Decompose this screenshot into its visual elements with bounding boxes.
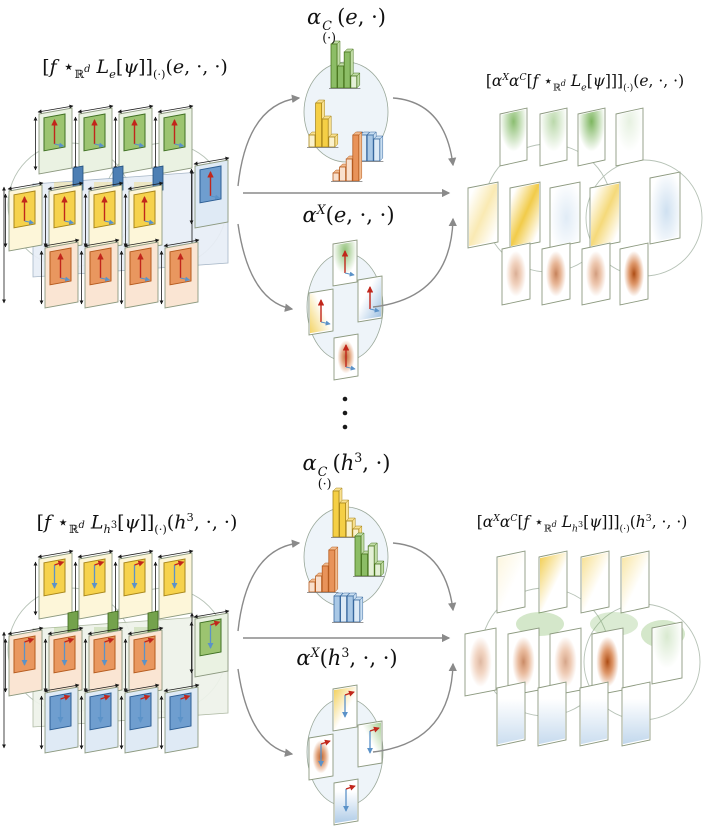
card-row-yellow: [3, 181, 164, 252]
card-row-orange: [3, 626, 164, 697]
formula-output-e: [αXαC[f ⋆ℝd Le[ψ]]](·)(e, ·, ·): [485, 72, 685, 94]
output-stack-h3: [464, 550, 701, 747]
arrow-channel-to-out-h3: [392, 542, 457, 612]
arrow-e-to-spatial: [237, 223, 294, 312]
formula-channel-attention-e: α C (·) (e, ·): [307, 5, 386, 46]
formula-channel-attention-h3: α C (·) (h3, ·): [302, 450, 391, 492]
arrow-h3-to-channel: [237, 539, 301, 632]
output-card-row: [496, 550, 650, 614]
card-row-orange: [39, 238, 200, 309]
spatial-attention-h3: [306, 684, 384, 826]
attention-map-card: [332, 239, 358, 287]
arrow-spatial-to-out-h3: [372, 662, 458, 753]
attention-map-card: [332, 684, 358, 732]
attention-histogram-blue: [332, 592, 364, 623]
channel-attention-h3: [303, 487, 389, 623]
formula-conv-feature-h3: [f ⋆ℝd Lh3[ψ]](·)(h3, ·, ·): [36, 510, 238, 537]
attention-map-card: [333, 333, 359, 381]
output-stack-e: [467, 107, 703, 306]
attention-map-card: [308, 288, 334, 336]
spatial-attention-e: [306, 239, 384, 381]
attention-map-card: [357, 720, 383, 768]
flow-arrows: [237, 94, 458, 757]
arrow-channel-to-out-e: [392, 97, 457, 167]
feature-stack-h3: [2, 549, 230, 754]
card-row-yellow: [33, 549, 194, 620]
feature-stack-e: [2, 104, 230, 309]
arrow-e-to-channel: [237, 94, 301, 187]
attention-histogram-yellow: [307, 99, 339, 148]
formula-output-h3: [αXαC[f ⋆ℝd Lh3[ψ]]](·)(h3, ·, ·): [476, 513, 688, 535]
card-row-green: [33, 104, 194, 175]
output-card-row: [496, 681, 651, 747]
attention-map-card: [308, 733, 334, 781]
formula-conv-feature-e: [f ⋆ℝd Le[ψ]](·)(e, ·, ·): [42, 56, 228, 81]
arrow-spatial-to-out-e: [372, 217, 458, 308]
vertical-ellipsis: [342, 396, 348, 430]
attention-histogram-orange: [331, 131, 363, 182]
output-card-row: [499, 107, 644, 167]
attention-histogram-green: [329, 40, 361, 89]
attention-histogram-yellow: [331, 487, 363, 538]
channel-attention-e: [303, 40, 389, 182]
card-row-blue: [39, 683, 200, 754]
output-card-row: [501, 242, 649, 306]
attention-histogram-green: [353, 532, 385, 577]
attention-histogram-orange: [307, 546, 339, 593]
formula-spatial-attention-e: αX(e, ·, ·): [302, 202, 395, 227]
arrow-h3-to-spatial: [237, 668, 294, 757]
output-card-row: [467, 171, 681, 249]
formula-spatial-attention-h3: αX(h3, ·, ·): [296, 645, 398, 670]
attention-map-card: [357, 275, 383, 323]
attention-map-card: [333, 778, 359, 826]
